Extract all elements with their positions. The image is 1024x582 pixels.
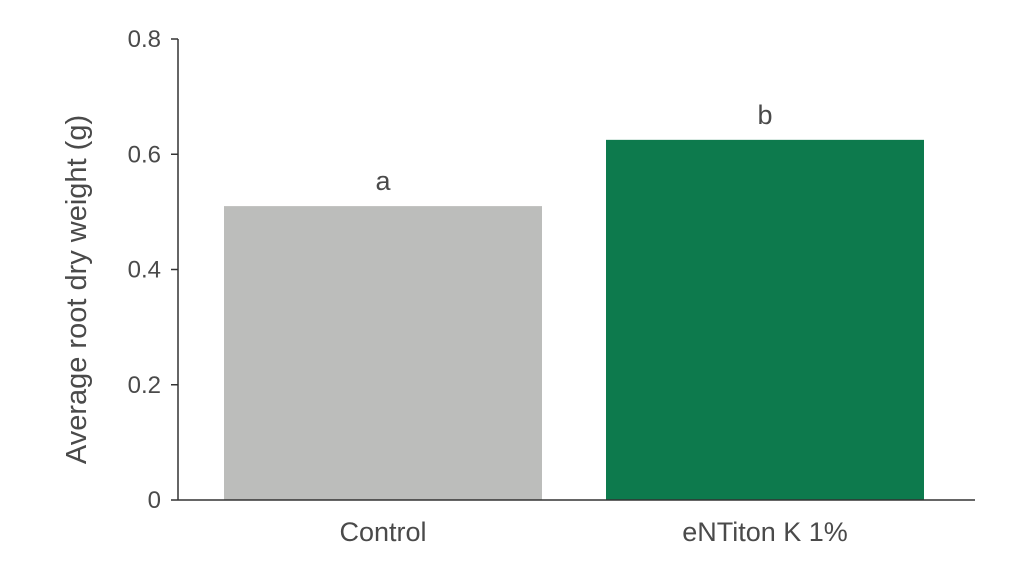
bar <box>224 206 542 501</box>
significance-letter: a <box>375 166 391 196</box>
y-tick-label: 0.8 <box>128 26 161 53</box>
x-category-label: Control <box>339 517 426 547</box>
significance-letter: b <box>757 100 772 130</box>
bars-group <box>224 139 924 501</box>
bar <box>606 139 924 500</box>
y-axis-title: Average root dry weight (g) <box>61 115 93 464</box>
y-tick-label: 0.2 <box>128 372 161 399</box>
y-tick-label: 0 <box>148 487 161 514</box>
x-axis-labels: Control eNTiton K 1% <box>339 517 847 547</box>
significance-labels: ab <box>375 100 772 196</box>
y-axis-ticks: 0 0.2 0.4 0.6 0.8 <box>128 26 178 514</box>
x-category-label: eNTiton K 1% <box>682 517 848 547</box>
y-tick-label: 0.4 <box>128 257 161 284</box>
y-tick-label: 0.6 <box>128 141 161 168</box>
